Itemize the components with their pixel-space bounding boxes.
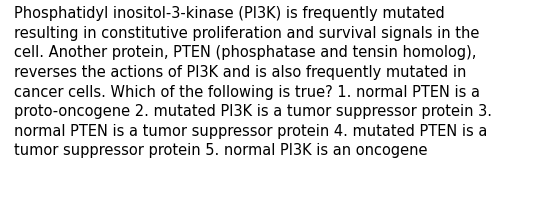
Text: Phosphatidyl inositol-3-kinase (PI3K) is frequently mutated
resulting in constit: Phosphatidyl inositol-3-kinase (PI3K) is… <box>14 6 492 158</box>
